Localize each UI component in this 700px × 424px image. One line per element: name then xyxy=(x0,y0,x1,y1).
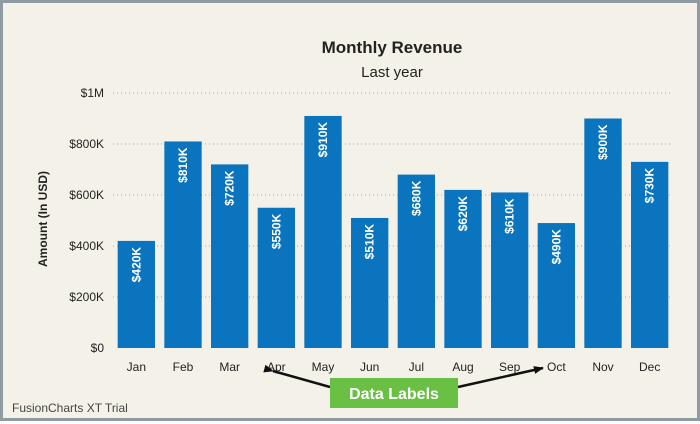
y-tick-label: $1M xyxy=(81,86,104,100)
bars: $420K $810K $720K $550K $910K $510K $680K $620K… xyxy=(118,116,669,348)
x-tick-label: Jun xyxy=(360,360,379,374)
data-label: $910K xyxy=(316,122,330,158)
x-tick-label: Mar xyxy=(219,360,240,374)
y-axis-label: Amount (In USD) xyxy=(36,171,50,267)
x-axis-ticks: Jan Feb Mar Apr May Jun Jul Aug Sep Oct Nov Dec xyxy=(127,360,661,374)
data-label: $620K xyxy=(456,196,470,232)
x-tick-label: Sep xyxy=(499,360,521,374)
chart-frame: Monthly Revenue Last year Amount (In USD… xyxy=(0,0,700,421)
y-axis-ticks: $0 $200K $400K $600K $800K $1M xyxy=(69,86,104,355)
callout-label: Data Labels xyxy=(349,386,439,403)
chart-subtitle: Last year xyxy=(361,64,423,81)
x-tick-label: Oct xyxy=(547,360,566,374)
x-tick-label: Dec xyxy=(639,360,660,374)
x-tick-label: May xyxy=(312,360,335,374)
y-tick-label: $0 xyxy=(91,341,105,355)
chart-svg: Monthly Revenue Last year Amount (In USD… xyxy=(3,3,700,424)
data-label: $900K xyxy=(596,124,610,160)
x-tick-label: Jul xyxy=(409,360,424,374)
x-tick-label: Nov xyxy=(592,360,613,374)
data-label: $720K xyxy=(223,170,237,206)
data-label: $610K xyxy=(503,198,517,234)
data-label: $810K xyxy=(176,147,190,183)
y-tick-label: $200K xyxy=(69,290,104,304)
y-tick-label: $400K xyxy=(69,239,104,253)
y-tick-label: $600K xyxy=(69,188,104,202)
x-tick-label: Feb xyxy=(173,360,194,374)
x-tick-label: Jan xyxy=(127,360,146,374)
data-label: $420K xyxy=(129,247,143,283)
data-label: $490K xyxy=(549,229,563,265)
watermark: FusionCharts XT Trial xyxy=(12,401,128,415)
y-tick-label: $800K xyxy=(69,137,104,151)
data-label: $510K xyxy=(363,224,377,260)
data-label: $730K xyxy=(643,168,657,204)
chart-title: Monthly Revenue xyxy=(322,38,463,57)
data-label: $680K xyxy=(409,180,423,216)
data-label: $550K xyxy=(269,213,283,249)
x-tick-label: Aug xyxy=(452,360,473,374)
